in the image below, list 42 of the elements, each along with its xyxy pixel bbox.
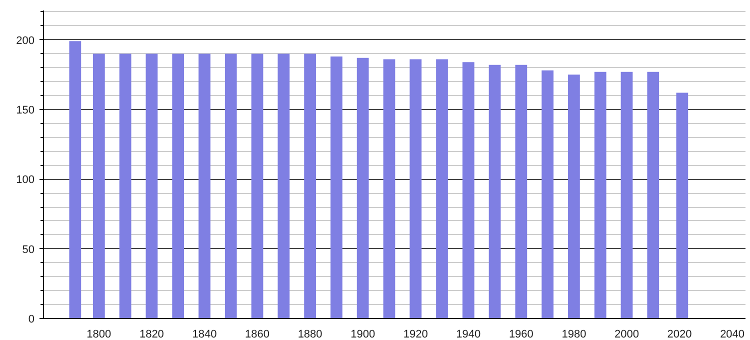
x-tick-label: 1840	[192, 328, 217, 340]
x-tick-label: 1800	[86, 328, 112, 340]
bar	[119, 54, 132, 318]
bar	[251, 54, 264, 318]
bar	[278, 54, 290, 318]
x-tick-label: 1820	[139, 328, 164, 340]
bar	[92, 54, 105, 318]
y-tick-label: 0	[28, 314, 35, 326]
bar	[198, 54, 210, 318]
y-tick-label: 150	[16, 104, 35, 116]
x-tick-label: 2020	[667, 328, 692, 340]
bar	[146, 54, 158, 318]
x-tick-label: 2040	[720, 328, 745, 340]
bar	[488, 64, 501, 318]
bar	[69, 41, 82, 318]
bar	[568, 74, 580, 318]
x-tick-label: 1860	[245, 328, 270, 340]
bar	[620, 72, 633, 318]
x-tick-label: 1920	[403, 328, 428, 340]
bar	[383, 59, 396, 318]
bar	[542, 70, 554, 318]
y-tick-label: 50	[22, 244, 35, 256]
y-tick-label: 200	[16, 34, 35, 47]
bar	[647, 72, 660, 318]
x-tick-label: 2000	[614, 328, 639, 340]
x-tick-label: 1900	[350, 328, 376, 340]
bar	[356, 58, 369, 318]
bar	[462, 62, 474, 318]
x-tick-label: 1960	[508, 328, 534, 340]
bar	[410, 59, 422, 318]
bar	[224, 54, 237, 318]
bar	[330, 56, 342, 318]
bar	[515, 64, 528, 318]
bar	[676, 92, 688, 318]
bar	[172, 54, 184, 318]
x-tick-label: 1980	[562, 328, 586, 340]
bar	[436, 59, 448, 318]
x-tick-label: 1880	[298, 328, 322, 340]
y-tick-label: 100	[16, 174, 35, 186]
bar	[594, 72, 606, 318]
x-tick-label: 1940	[456, 328, 481, 340]
bar	[304, 54, 316, 318]
